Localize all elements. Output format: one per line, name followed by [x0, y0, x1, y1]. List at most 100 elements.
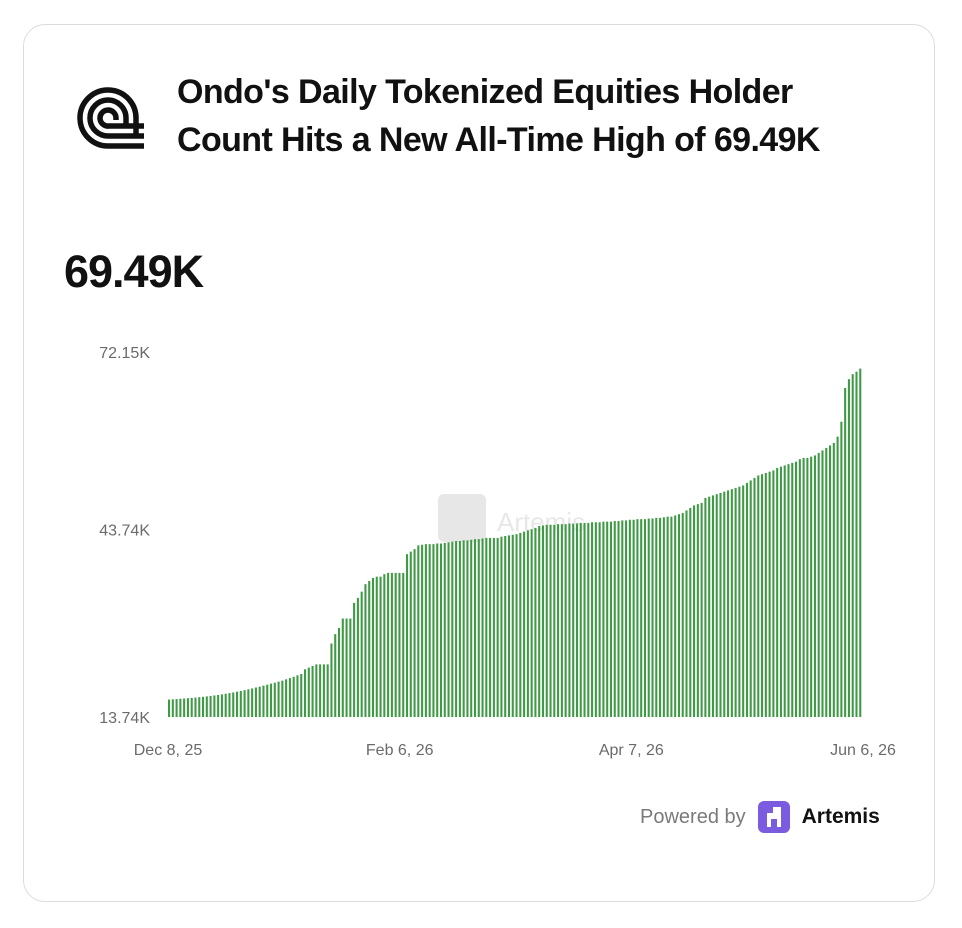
- bar: [492, 537, 495, 717]
- bar: [421, 544, 424, 717]
- bar: [677, 514, 680, 717]
- bar: [224, 693, 227, 717]
- bar: [277, 681, 280, 717]
- bar: [288, 678, 291, 717]
- bar: [390, 572, 393, 717]
- bar: [232, 692, 235, 717]
- bar: [632, 519, 635, 717]
- bar: [387, 572, 390, 717]
- bar: [670, 516, 673, 717]
- ondo-logo-icon: [77, 87, 144, 149]
- powered-by-label: Powered by: [640, 805, 746, 828]
- bar: [757, 475, 760, 717]
- bar: [594, 522, 597, 717]
- bar: [836, 436, 839, 717]
- bar: [564, 524, 567, 717]
- bar: [383, 574, 386, 717]
- bar: [647, 518, 650, 717]
- bar: [730, 489, 733, 717]
- bar: [587, 522, 590, 717]
- bar: [821, 450, 824, 717]
- bar: [625, 520, 628, 717]
- bar: [186, 698, 189, 717]
- bar: [443, 542, 446, 717]
- bar: [764, 472, 767, 717]
- bar: [711, 495, 714, 717]
- x-tick-label: Dec 8, 25: [134, 742, 203, 759]
- bar: [300, 673, 303, 717]
- bar: [704, 497, 707, 717]
- bar: [598, 522, 601, 717]
- bar: [749, 480, 752, 717]
- bar: [466, 540, 469, 717]
- bar: [613, 521, 616, 717]
- bar: [727, 490, 730, 717]
- bar: [572, 523, 575, 717]
- y-axis-ticks: 13.74K 43.74K 72.15K: [99, 345, 150, 727]
- bar: [832, 442, 835, 717]
- bar: [779, 466, 782, 717]
- bar: [409, 551, 412, 717]
- bar: [254, 687, 257, 717]
- bar: [481, 538, 484, 717]
- bar: [398, 572, 401, 717]
- bar: [368, 581, 371, 717]
- bar: [700, 502, 703, 717]
- bar: [364, 584, 367, 717]
- bar: [307, 667, 310, 717]
- bar: [326, 664, 329, 717]
- bar: [745, 482, 748, 717]
- bar: [689, 507, 692, 717]
- watermark: Artemis: [438, 494, 585, 542]
- bar: [719, 492, 722, 717]
- bar: [262, 685, 265, 717]
- bar: [353, 602, 356, 717]
- bar: [855, 371, 858, 717]
- bar: [168, 699, 171, 717]
- bar: [847, 379, 850, 717]
- bar: [651, 518, 654, 717]
- bar: [606, 521, 609, 717]
- bar: [183, 698, 186, 717]
- bar: [666, 516, 669, 717]
- bar: [273, 682, 276, 717]
- bar: [851, 374, 854, 717]
- bar: [269, 683, 273, 717]
- bar: [549, 524, 552, 717]
- bar: [575, 523, 579, 717]
- bar: [228, 693, 231, 717]
- bar: [568, 523, 571, 717]
- bar: [742, 485, 745, 717]
- bar: [194, 697, 197, 717]
- bar: [371, 577, 375, 717]
- bar: [772, 470, 775, 717]
- bar: [375, 576, 378, 717]
- bar: [753, 477, 756, 717]
- bar: [674, 515, 677, 717]
- x-tick-label: Feb 6, 26: [366, 742, 434, 759]
- bar: [583, 522, 586, 717]
- bar: [734, 487, 737, 717]
- bar: [311, 666, 314, 717]
- bar: [761, 474, 764, 717]
- bar: [462, 540, 465, 717]
- bar: [379, 576, 382, 717]
- bar: [455, 541, 458, 717]
- artemis-brand-label: Artemis: [801, 805, 880, 828]
- bar: [341, 618, 344, 717]
- bar: [451, 541, 454, 717]
- bar: [738, 486, 741, 717]
- bar: [659, 517, 662, 717]
- bar: [662, 517, 665, 717]
- artemis-logo-icon: [757, 801, 790, 833]
- bar: [473, 539, 477, 717]
- bar: [330, 643, 333, 717]
- bar: [470, 539, 473, 717]
- bar: [696, 504, 699, 717]
- bar: [538, 526, 541, 717]
- bar: [489, 537, 492, 717]
- bar: [447, 542, 450, 717]
- y-tick-label: 72.15K: [99, 345, 150, 362]
- bar: [243, 690, 246, 717]
- x-tick-label: Apr 7, 26: [599, 742, 664, 759]
